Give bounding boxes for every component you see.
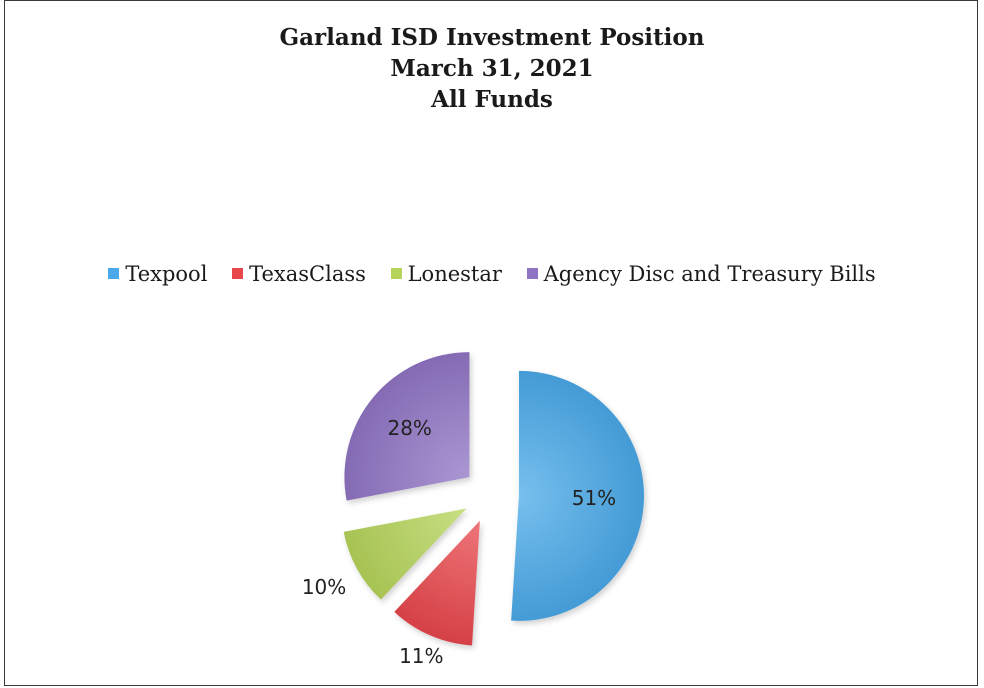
legend-item-texasclass: TexasClass <box>232 262 366 286</box>
pie-slice-texasclass <box>394 520 480 646</box>
pie-label-texasclass: 11% <box>399 644 443 668</box>
pie-label-agency-disc-and-treasury-bills: 28% <box>387 416 431 440</box>
legend-swatch-lonestar <box>390 267 402 279</box>
chart-frame <box>4 0 978 686</box>
pie-slice-texpool <box>511 370 644 621</box>
legend-item-agency: Agency Disc and Treasury Bills <box>526 261 876 286</box>
legend-label-texasclass: TexasClass <box>249 261 366 286</box>
chart-legend: Texpool TexasClass Lonestar Agency Disc … <box>0 260 984 286</box>
legend-label-agency: Agency Disc and Treasury Bills <box>543 261 876 286</box>
pie-slice-agency-disc-and-treasury-bills <box>344 352 470 501</box>
legend-swatch-texpool <box>108 267 120 279</box>
legend-swatch-texasclass <box>232 267 244 279</box>
legend-item-lonestar: Lonestar <box>390 261 502 286</box>
chart-title-line-2: March 31, 2021 <box>390 55 594 82</box>
pie-label-lonestar: 10% <box>302 575 346 599</box>
legend-label-texpool: Texpool <box>125 261 208 286</box>
pie-label-texpool: 51% <box>572 486 616 510</box>
legend-swatch-agency <box>526 267 538 279</box>
legend-item-texpool: Texpool <box>108 262 207 286</box>
pie-slice-lonestar <box>343 508 467 600</box>
chart-title: Garland ISD Investment Position March 31… <box>0 22 984 115</box>
chart-title-line-1: Garland ISD Investment Position <box>279 24 705 51</box>
legend-label-lonestar: Lonestar <box>407 261 502 286</box>
chart-title-line-3: All Funds <box>431 86 553 113</box>
